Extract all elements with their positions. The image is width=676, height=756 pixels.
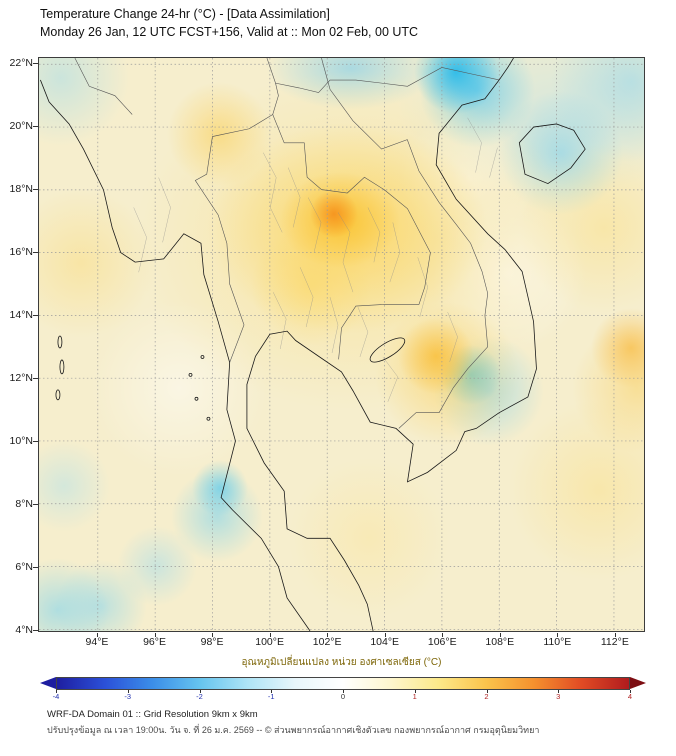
map-title: Temperature Change 24-hr (°C) - [Data As… xyxy=(40,7,330,21)
colorbar-gradient-bar xyxy=(56,677,630,690)
lat-axis-label: 18°N xyxy=(9,183,33,196)
lon-tick-mark xyxy=(327,633,329,637)
mergui-island xyxy=(194,396,199,401)
lat-axis-label: 22°N xyxy=(9,57,33,70)
border-laos-vietnam-cambodia xyxy=(321,58,489,429)
footer-update-info: ปรับปรุงข้อมูล ณ เวลา 19:00น. วัน จ. ที่… xyxy=(47,725,540,735)
coast-west xyxy=(40,79,311,631)
lon-tick-mark xyxy=(269,633,271,637)
andaman-island xyxy=(59,359,65,375)
border-india-myanmar xyxy=(74,58,133,115)
lon-axis-label: 96°E xyxy=(143,636,166,648)
border-china xyxy=(266,58,500,93)
colorbar-title: อุณหภูมิเปลี่ยนแปลง หน่วย องศาเซลเซียส (… xyxy=(241,657,442,668)
footer-domain-info: WRF-DA Domain 01 :: Grid Resolution 9km … xyxy=(47,709,258,720)
colorbar-tick-label: -1 xyxy=(267,692,275,701)
colorbar-tick-label: -3 xyxy=(124,692,132,701)
lat-axis-label: 16°N xyxy=(9,246,33,259)
lat-axis-label: 12°N xyxy=(9,372,33,385)
lon-tick-mark xyxy=(97,633,98,637)
coastlines xyxy=(40,58,586,631)
lon-tick-mark xyxy=(442,633,444,637)
map-plot-area xyxy=(38,57,645,632)
colorbar-tick-mark xyxy=(414,690,416,693)
border-myanmar-thailand xyxy=(194,114,273,363)
colorbar-tick-label: 2 xyxy=(484,692,489,701)
lon-tick-mark xyxy=(212,633,214,637)
map-subtitle: Monday 26 Jan, 12 UTC FCST+156, Valid at… xyxy=(40,25,419,39)
colorbar-tick-mark xyxy=(630,690,631,693)
mergui-island xyxy=(200,355,205,359)
colorbar-max-arrow xyxy=(630,677,646,689)
lon-axis-label: 102°E xyxy=(312,636,342,648)
coast-gulf-indochina xyxy=(246,58,537,631)
mergui-island xyxy=(206,416,211,421)
colorbar-tick-label: 4 xyxy=(627,692,633,701)
temperature-change-field xyxy=(39,58,644,631)
country-borders xyxy=(74,58,500,429)
lon-tick-mark xyxy=(499,633,501,637)
lat-axis-label: 10°N xyxy=(9,435,33,448)
lon-axis-label: 108°E xyxy=(485,636,515,648)
colorbar-tick-mark xyxy=(56,690,57,693)
lat-axis-label: 14°N xyxy=(9,309,33,322)
mergui-island xyxy=(188,373,193,377)
lon-axis-label: 94°E xyxy=(85,636,109,648)
colorbar-tick-mark xyxy=(271,690,273,693)
province-boundaries xyxy=(133,117,498,402)
lon-axis-label: 106°E xyxy=(427,636,457,648)
colorbar-tick-label: -2 xyxy=(196,692,203,701)
lon-axis-label: 98°E xyxy=(200,636,224,648)
lon-tick-mark xyxy=(557,633,559,637)
colorbar-tick-mark xyxy=(486,690,488,693)
lat-axis-label: 20°N xyxy=(9,120,33,133)
graticule-gridlines xyxy=(39,58,644,631)
lon-axis-label: 104°E xyxy=(370,636,400,648)
lat-axis-label: 8°N xyxy=(15,498,33,511)
colorbar-tick-mark xyxy=(558,690,560,693)
lat-axis-label: 4°N xyxy=(15,624,33,637)
colorbar-tick-label: 1 xyxy=(412,692,417,701)
colorbar-tick-mark xyxy=(199,690,201,693)
border-mekong-upper xyxy=(272,83,279,115)
andaman-island xyxy=(55,389,61,401)
border-thailand-laos-cambodia xyxy=(272,114,431,360)
colorbar-tick-mark xyxy=(343,690,344,693)
lat-axis-label: 6°N xyxy=(15,561,33,574)
lon-tick-mark xyxy=(154,633,156,637)
colorbar xyxy=(40,677,646,690)
colorbar-tick-label: 0 xyxy=(340,692,346,701)
lon-tick-mark xyxy=(384,633,386,637)
colorbar-tick-label: 3 xyxy=(556,692,561,701)
andaman-island xyxy=(57,335,63,349)
map-overlay xyxy=(39,58,644,631)
lon-axis-label: 110°E xyxy=(543,636,572,648)
colorbar-min-arrow xyxy=(40,677,56,689)
colorbar-tick-label: -4 xyxy=(52,692,60,701)
lon-tick-mark xyxy=(614,633,616,637)
colorbar-tick-mark xyxy=(127,690,129,693)
lon-axis-label: 100°E xyxy=(255,636,284,648)
tonle-sap-lake xyxy=(369,337,406,363)
lon-axis-label: 112°E xyxy=(600,636,629,648)
hainan-island xyxy=(518,123,586,185)
